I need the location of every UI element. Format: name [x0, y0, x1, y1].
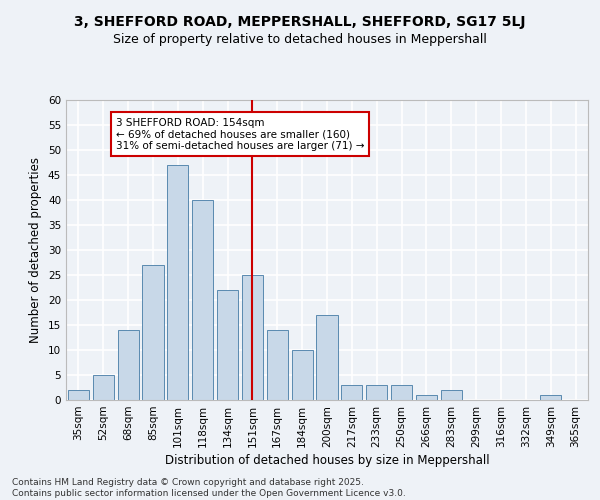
Bar	[416, 395, 437, 400]
Bar	[68, 390, 89, 400]
Bar	[267, 330, 288, 400]
X-axis label: Distribution of detached houses by size in Meppershall: Distribution of detached houses by size …	[164, 454, 490, 467]
Bar	[540, 395, 561, 400]
Bar	[118, 330, 139, 400]
Bar	[142, 265, 164, 400]
Text: 3 SHEFFORD ROAD: 154sqm
← 69% of detached houses are smaller (160)
31% of semi-d: 3 SHEFFORD ROAD: 154sqm ← 69% of detache…	[116, 118, 364, 150]
Bar	[242, 275, 263, 400]
Bar	[316, 315, 338, 400]
Text: Size of property relative to detached houses in Meppershall: Size of property relative to detached ho…	[113, 32, 487, 46]
Bar	[93, 375, 114, 400]
Text: Contains HM Land Registry data © Crown copyright and database right 2025.
Contai: Contains HM Land Registry data © Crown c…	[12, 478, 406, 498]
Bar	[391, 385, 412, 400]
Bar	[341, 385, 362, 400]
Bar	[192, 200, 213, 400]
Y-axis label: Number of detached properties: Number of detached properties	[29, 157, 43, 343]
Bar	[441, 390, 462, 400]
Bar	[167, 165, 188, 400]
Bar	[292, 350, 313, 400]
Bar	[366, 385, 387, 400]
Text: 3, SHEFFORD ROAD, MEPPERSHALL, SHEFFORD, SG17 5LJ: 3, SHEFFORD ROAD, MEPPERSHALL, SHEFFORD,…	[74, 15, 526, 29]
Bar	[217, 290, 238, 400]
